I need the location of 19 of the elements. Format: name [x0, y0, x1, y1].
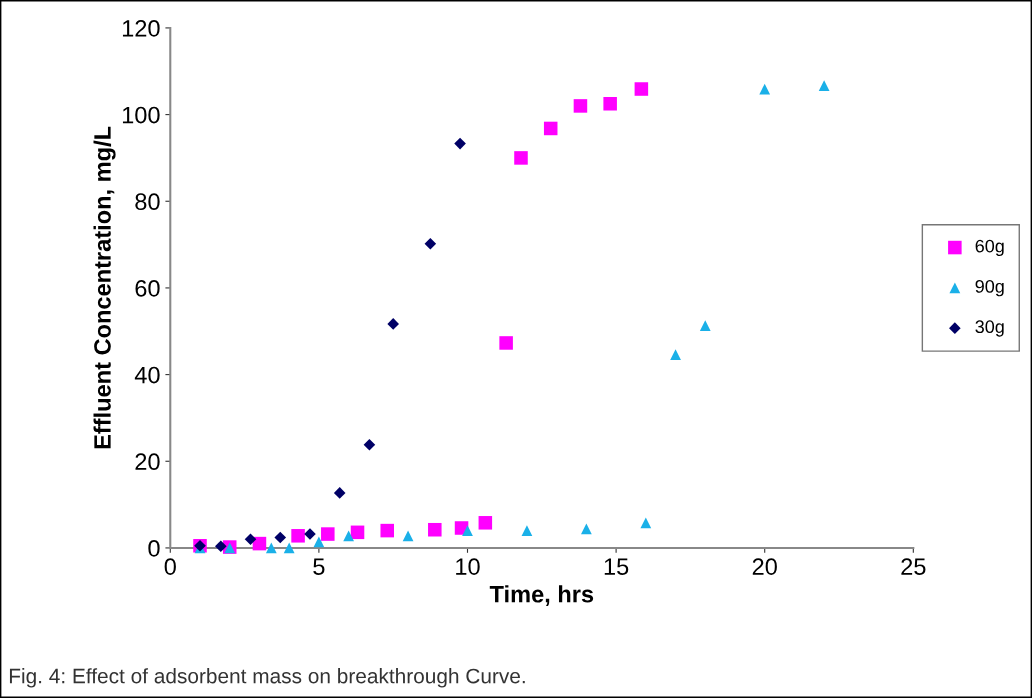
legend-label: 90g	[975, 279, 1004, 297]
y-tick-label: 100	[122, 106, 160, 124]
y-tick-label: 40	[134, 366, 160, 384]
y-tick-label: 80	[135, 193, 160, 211]
x-tick-label: 0	[164, 558, 176, 575]
legend-label: 60g	[975, 239, 1004, 257]
x-tick-label: 15	[604, 558, 629, 575]
x-tick-label: 20	[752, 558, 777, 575]
x-tick-label: 5	[313, 558, 325, 575]
x-axis-title: Time, hrs	[489, 585, 594, 606]
x-tick-label: 25	[901, 558, 926, 575]
legend-label: 30g	[975, 320, 1004, 337]
y-tick-label: 20	[135, 453, 160, 471]
y-tick-label: 0	[148, 540, 160, 557]
x-tick-label: 10	[456, 558, 480, 575]
y-tick-label: 60	[135, 279, 160, 297]
caption: Fig. 4: Effect of adsorbent mass on breakthrough Curve.	[9, 668, 525, 688]
y-tick-label: 120	[122, 19, 160, 37]
y-axis-title: Effluent Concentration, mg/L	[93, 126, 116, 449]
